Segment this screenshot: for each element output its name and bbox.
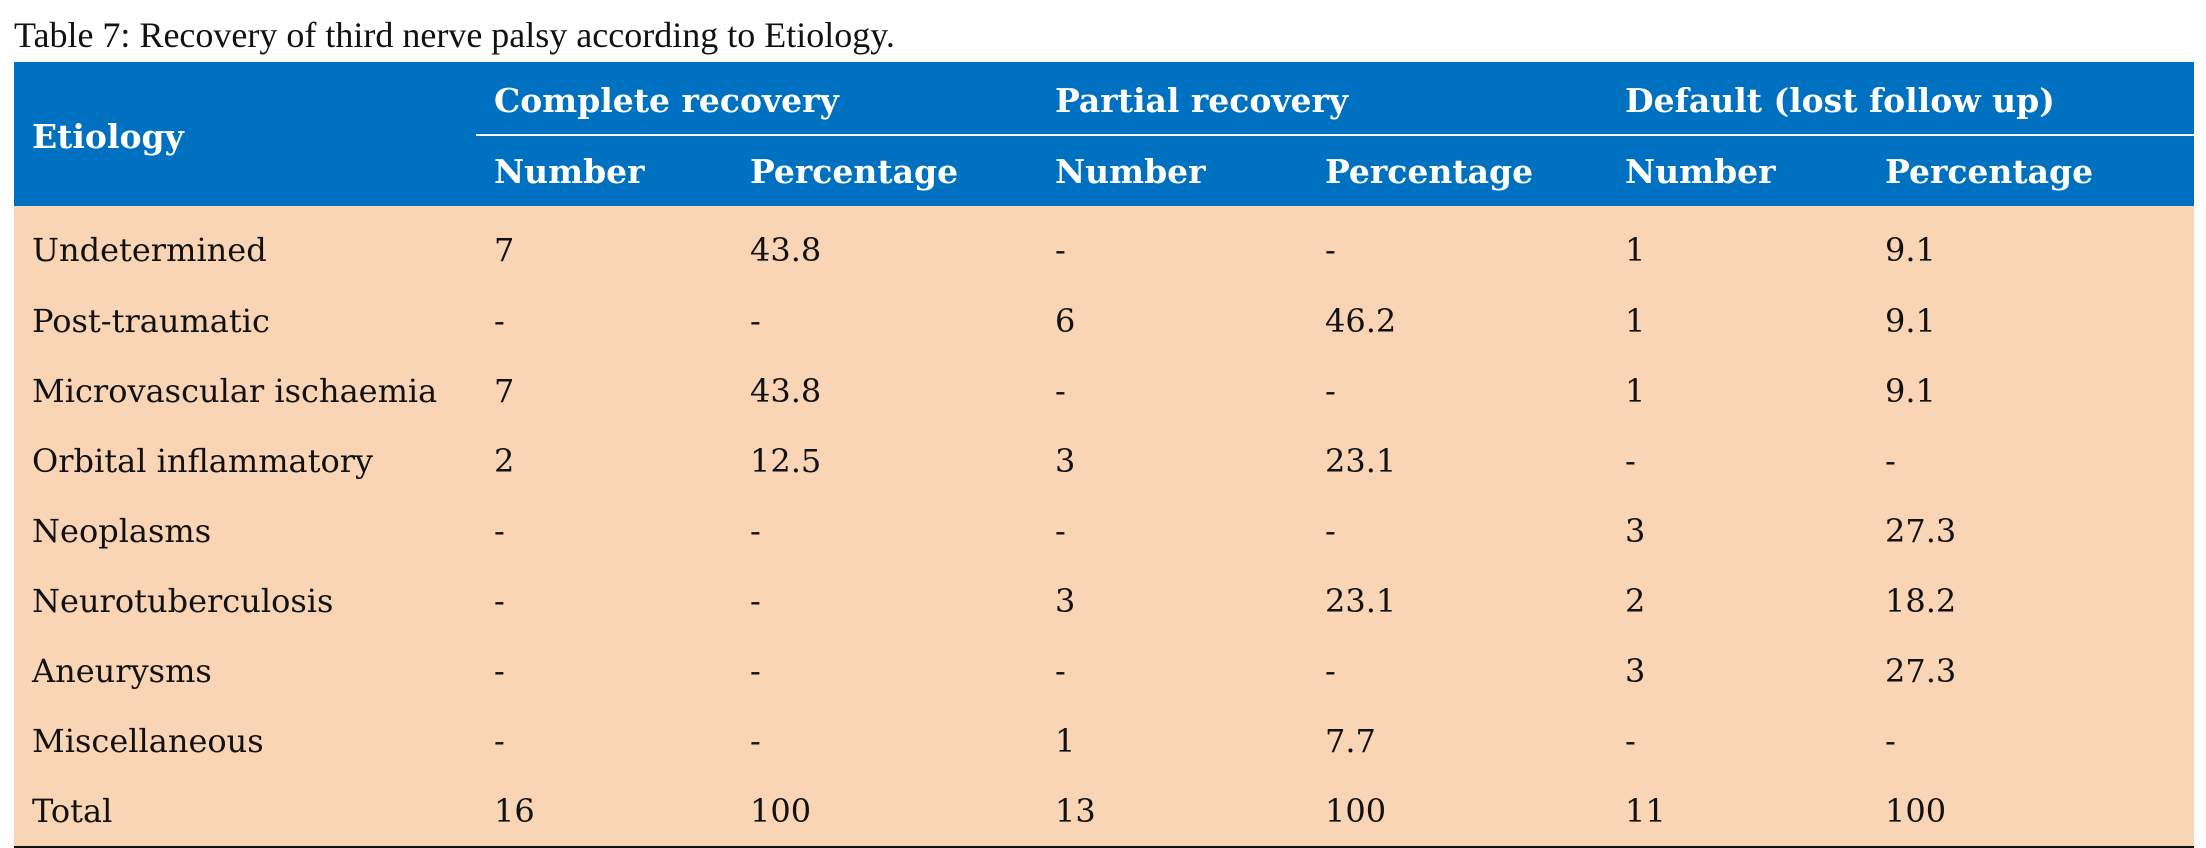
header-sub-number: Number <box>1055 151 1206 191</box>
cell-etiology: Aneurysms <box>32 652 212 690</box>
cell-partial-percentage: 7.7 <box>1325 722 1376 760</box>
cell-complete-number: - <box>494 512 505 550</box>
cell-default-number: 1 <box>1625 372 1646 410</box>
cell-etiology: Undetermined <box>32 231 267 269</box>
cell-partial-number: - <box>1055 372 1066 410</box>
cell-partial-number: 6 <box>1055 302 1076 340</box>
cell-partial-percentage: - <box>1325 652 1336 690</box>
cell-partial-number: 1 <box>1055 722 1076 760</box>
cell-default-number: - <box>1625 442 1636 480</box>
table-row: Aneurysms - - - - 3 27.3 <box>14 636 2195 706</box>
cell-complete-number: 7 <box>494 231 515 269</box>
cell-default-percentage: - <box>1885 442 1896 480</box>
header-sub-percentage: Percentage <box>750 151 959 191</box>
cell-complete-percentage: - <box>750 582 761 620</box>
cell-etiology: Total <box>14 776 476 848</box>
cell-complete-number: 7 <box>494 372 515 410</box>
cell-partial-percentage: - <box>1325 512 1336 550</box>
cell-partial-percentage: - <box>1325 231 1336 269</box>
cell-default-percentage: 9.1 <box>1885 231 1936 269</box>
cell-etiology: Miscellaneous <box>32 722 264 760</box>
table-row: Orbital inflammatory 2 12.5 3 23.1 - - <box>14 426 2195 496</box>
cell-complete-number: 2 <box>494 442 515 480</box>
cell-partial-percentage: 46.2 <box>1325 302 1397 340</box>
header-sub-number: Number <box>1625 151 1776 191</box>
cell-complete-number: - <box>494 302 505 340</box>
cell-complete-number: 16 <box>476 776 732 848</box>
cell-complete-percentage: - <box>750 722 761 760</box>
table-row-total: Total 16 100 13 100 11 100 <box>14 776 2195 848</box>
table-row: Post-traumatic - - 6 46.2 1 9.1 <box>14 286 2195 356</box>
table-header: Etiology Complete recovery Partial recov… <box>14 62 2195 206</box>
cell-partial-percentage: 23.1 <box>1325 582 1397 620</box>
cell-default-percentage: 18.2 <box>1885 582 1957 620</box>
cell-default-number: 2 <box>1625 582 1646 620</box>
cell-etiology: Post-traumatic <box>32 302 270 340</box>
header-sub-number: Number <box>494 151 645 191</box>
cell-default-number: - <box>1625 722 1636 760</box>
cell-default-percentage: 27.3 <box>1885 512 1957 550</box>
cell-complete-percentage: 43.8 <box>750 231 822 269</box>
table-caption: Table 7: Recovery of third nerve palsy a… <box>14 15 895 55</box>
cell-etiology: Orbital inflammatory <box>32 442 374 480</box>
cell-etiology: Microvascular ischaemia <box>32 372 438 410</box>
header-sub-percentage: Percentage <box>1325 151 1534 191</box>
cell-default-percentage: 9.1 <box>1885 372 1936 410</box>
header-row-groups: Etiology Complete recovery Partial recov… <box>14 62 2195 156</box>
cell-default-number: 3 <box>1625 652 1646 690</box>
header-group-complete-recovery: Complete recovery <box>476 62 1037 136</box>
header-sub-percentage: Percentage <box>1885 151 2094 191</box>
cell-default-number: 1 <box>1625 231 1646 269</box>
cell-partial-percentage: 23.1 <box>1325 442 1397 480</box>
cell-complete-number: - <box>494 582 505 620</box>
cell-complete-percentage: 43.8 <box>750 372 822 410</box>
cell-etiology: Neurotuberculosis <box>32 582 334 620</box>
recovery-table-container: Etiology Complete recovery Partial recov… <box>14 62 2195 848</box>
table-body: Undetermined 7 43.8 - - 1 9.1 Post-traumatic - - 6… <box>14 206 2195 848</box>
cell-complete-percentage: - <box>750 512 761 550</box>
cell-partial-number: 3 <box>1055 442 1076 480</box>
cell-partial-number: - <box>1055 231 1066 269</box>
table-row: Miscellaneous - - 1 7.7 - - <box>14 706 2195 776</box>
cell-partial-number: 3 <box>1055 582 1076 620</box>
cell-default-percentage: 100 <box>1867 776 2195 848</box>
header-group-default: Default (lost follow up) <box>1607 62 2195 136</box>
table-row: Undetermined 7 43.8 - - 1 9.1 <box>14 206 2195 286</box>
cell-default-percentage: - <box>1885 722 1896 760</box>
cell-partial-percentage: - <box>1325 372 1336 410</box>
cell-partial-number: - <box>1055 652 1066 690</box>
cell-partial-number: - <box>1055 512 1066 550</box>
cell-complete-percentage: - <box>750 652 761 690</box>
cell-default-percentage: 27.3 <box>1885 652 1957 690</box>
cell-default-number: 3 <box>1625 512 1646 550</box>
cell-default-number: 11 <box>1607 776 1868 848</box>
cell-complete-percentage: 12.5 <box>750 442 822 480</box>
cell-complete-number: - <box>494 722 505 760</box>
recovery-table: Etiology Complete recovery Partial recov… <box>14 62 2195 848</box>
cell-complete-percentage: - <box>750 302 761 340</box>
cell-complete-number: - <box>494 652 505 690</box>
header-group-partial-recovery: Partial recovery <box>1037 62 1608 136</box>
cell-partial-number: 13 <box>1037 776 1307 848</box>
cell-etiology: Neoplasms <box>32 512 212 550</box>
header-etiology: Etiology <box>32 116 184 156</box>
cell-partial-percentage: 100 <box>1307 776 1608 848</box>
cell-complete-percentage: 100 <box>732 776 1037 848</box>
cell-default-number: 1 <box>1625 302 1646 340</box>
table-row: Neoplasms - - - - 3 27.3 <box>14 496 2195 566</box>
table-row: Microvascular ischaemia 7 43.8 - - 1 9.1 <box>14 356 2195 426</box>
table-row: Neurotuberculosis - - 3 23.1 2 18.2 <box>14 566 2195 636</box>
cell-default-percentage: 9.1 <box>1885 302 1936 340</box>
